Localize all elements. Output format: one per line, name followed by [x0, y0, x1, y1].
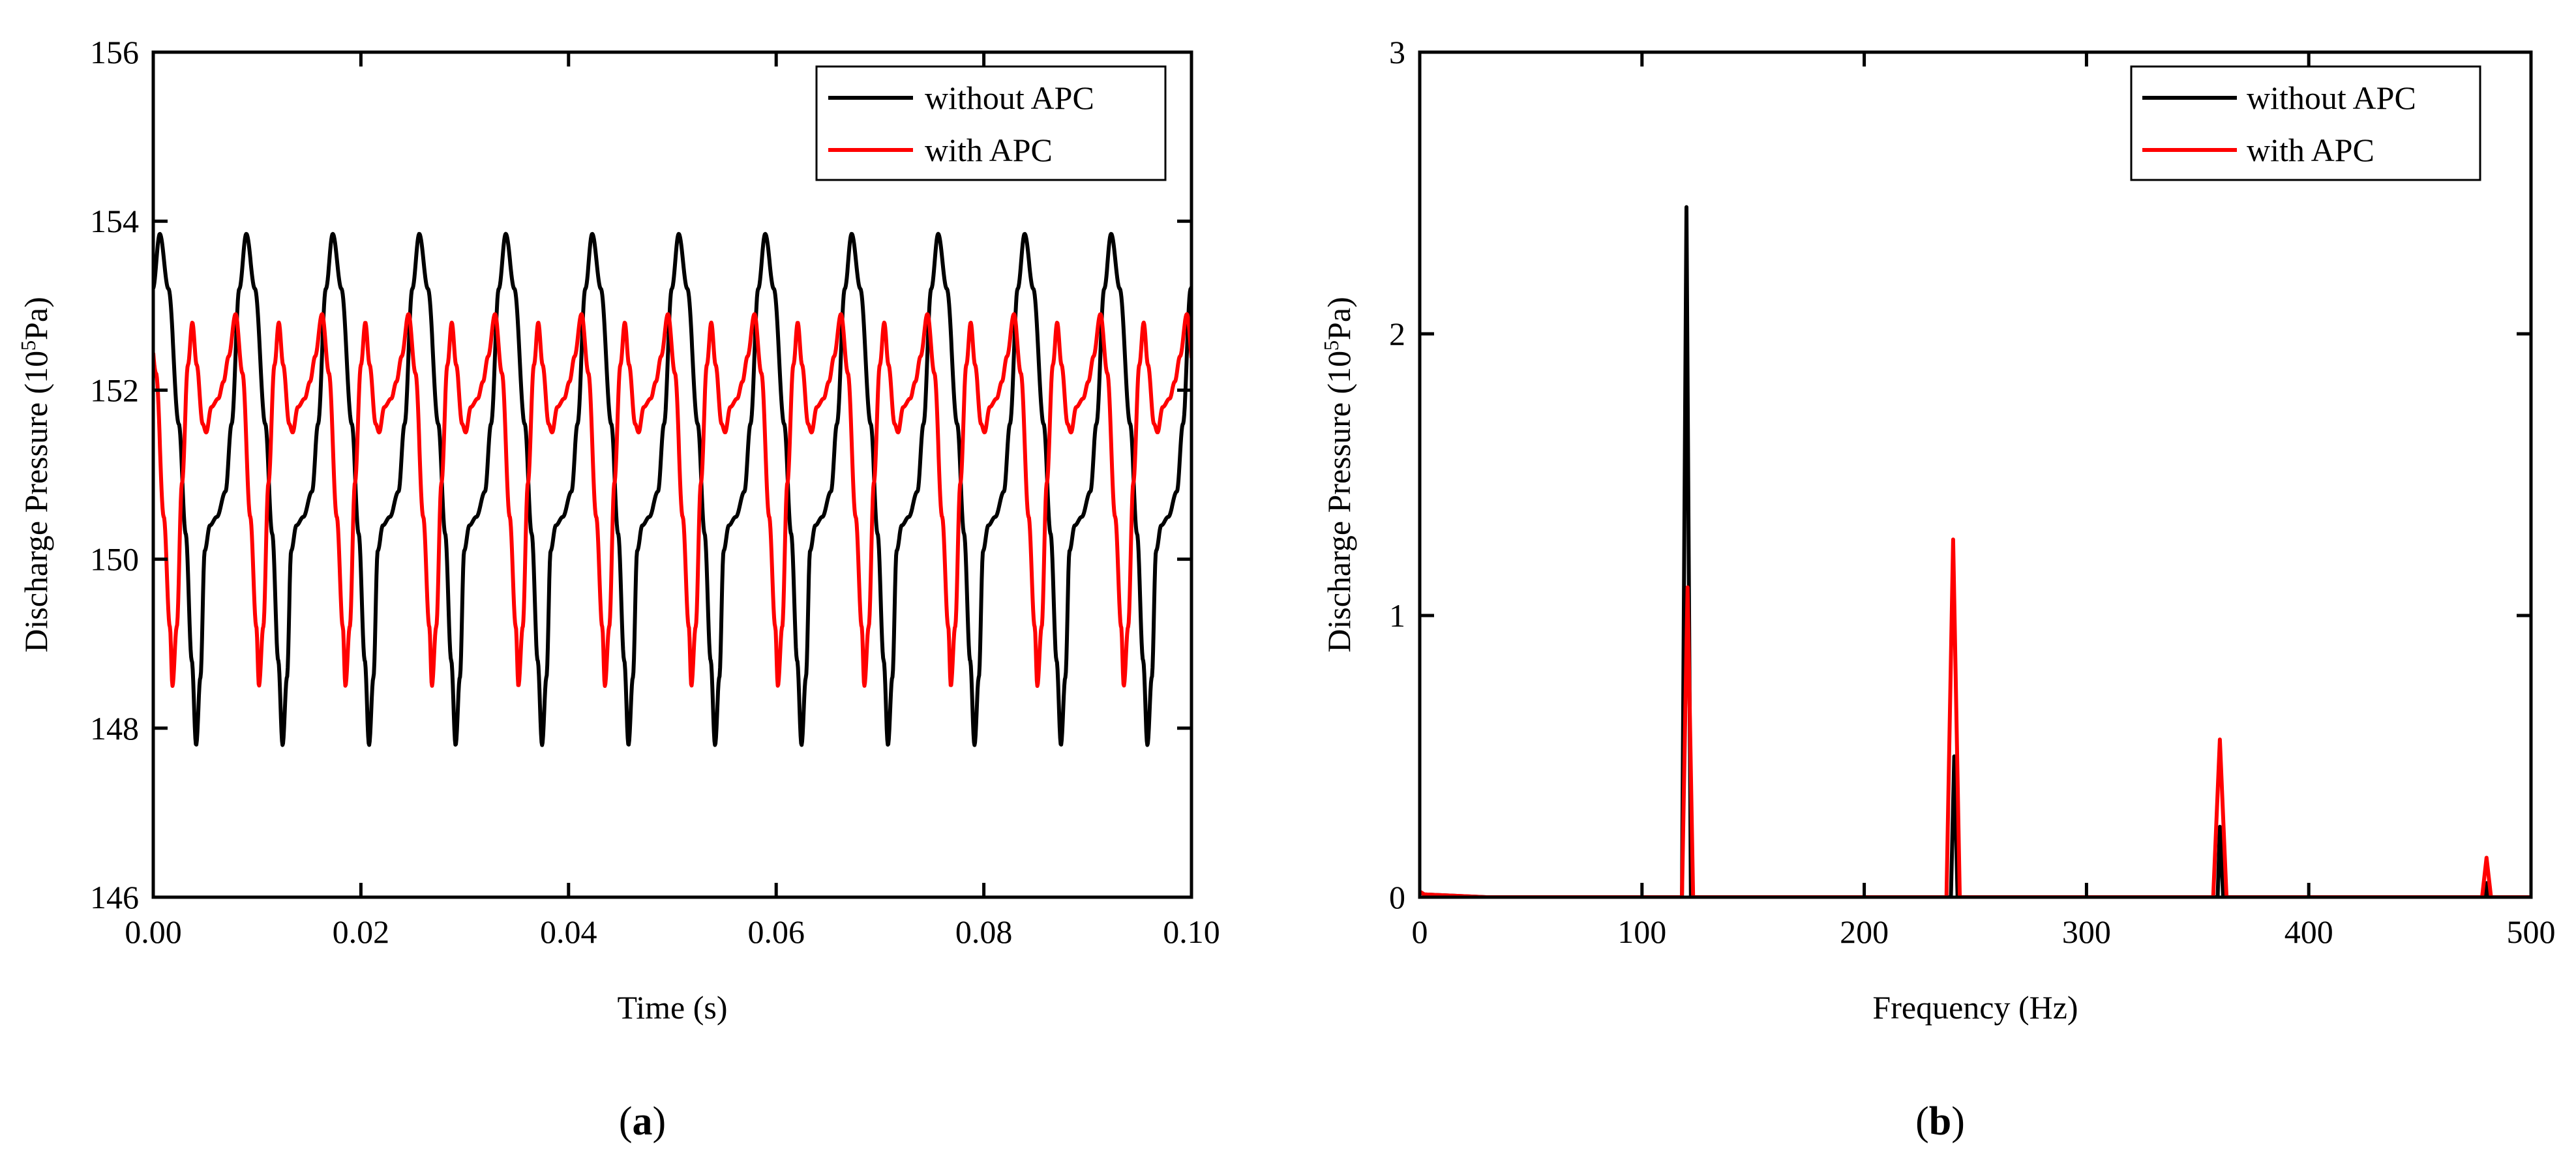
panel-b-legend-label-without: without APC	[2247, 80, 2416, 116]
panel-a-y-tick-label: 150	[90, 541, 139, 578]
panel-b-chart: 0 100 200 300 400 500 0 1 2 3 without APC with AP…	[1319, 34, 2556, 1144]
panel-a-y-tick-label: 146	[90, 879, 139, 915]
panel-b-y-axis-superscript: 5	[1319, 340, 1343, 351]
panel-a-series-line-with-apc	[153, 312, 1191, 688]
panel-b-caption: (b)	[1915, 1099, 1965, 1144]
panel-a-ticks: 0.00 0.02 0.04 0.06 0.08 0.10 146 148 150 152 154 1…	[90, 34, 1220, 950]
panel-a-x-axis-title: Time (s)	[617, 989, 727, 1026]
panel-a-x-tick-label: 0.00	[125, 913, 182, 950]
panel-a-series-group	[153, 231, 1191, 747]
panel-b-x-tick-label: 400	[2284, 913, 2333, 950]
panel-b-x-tick-label: 100	[1617, 913, 1666, 950]
panel-a-x-tick-label: 0.10	[1163, 913, 1220, 950]
panel-b-x-tick-label: 0	[1412, 913, 1428, 950]
panel-a-x-tick-label: 0.02	[333, 913, 390, 950]
panel-a-caption: (a)	[619, 1099, 666, 1144]
panel-a-y-axis-superscript: 5	[16, 340, 40, 351]
panel-b-legend-box	[2130, 65, 2481, 181]
panel-b-series-line-with-apc	[1420, 537, 2531, 897]
panel-a-y-tick-label: 154	[90, 203, 139, 239]
panel-a-legend: without APC with APC	[815, 65, 1167, 181]
panel-b-series-line-without-apc	[1420, 205, 2531, 897]
panel-b-caption-letter: b	[1929, 1099, 1951, 1144]
panel-b-y-tick-label: 0	[1389, 879, 1405, 915]
panel-a-series-line-without-apc	[153, 231, 1191, 747]
panel-b-x-tick-label: 300	[2062, 913, 2111, 950]
panel-a-y-axis-title: Discharge Pressure (105Pa)	[16, 297, 54, 653]
panel-a-x-tick-label: 0.08	[955, 913, 1013, 950]
panel-b-series-group	[1420, 205, 2531, 897]
panel-a-legend-box	[815, 65, 1167, 181]
panel-a-legend-label-with: with APC	[925, 132, 1053, 168]
panel-a-chart: 0.00 0.02 0.04 0.06 0.08 0.10 146 148 150 152 154 1…	[16, 34, 1220, 1144]
panel-b-x-axis-title: Frequency (Hz)	[1872, 989, 2078, 1026]
panel-a-caption-letter: a	[633, 1099, 653, 1144]
panel-b-y-tick-label: 2	[1389, 316, 1405, 352]
panel-b-ticks: 0 100 200 300 400 500 0 1 2 3	[1389, 34, 2556, 950]
panel-a-y-tick-label: 152	[90, 372, 139, 408]
panel-a-y-tick-label: 148	[90, 710, 139, 747]
panel-a-x-tick-label: 0.06	[747, 913, 805, 950]
panel-a-x-tick-label: 0.04	[540, 913, 597, 950]
panel-b-legend: without APC with APC	[2130, 65, 2481, 181]
panel-b-plot-frame	[1418, 50, 2533, 899]
panel-a-legend-label-without: without APC	[925, 80, 1094, 116]
panel-b-y-tick-label: 3	[1389, 34, 1405, 70]
panel-b-x-tick-label: 500	[2507, 913, 2556, 950]
panel-b-legend-label-with: with APC	[2247, 132, 2374, 168]
panel-a-plot-frame	[151, 50, 1193, 899]
panel-b-x-tick-label: 200	[1840, 913, 1889, 950]
panel-b-y-axis-title: Discharge Pressure (105Pa)	[1319, 297, 1357, 653]
panel-a-y-tick-label: 156	[90, 34, 139, 70]
panel-b-y-tick-label: 1	[1389, 597, 1405, 634]
